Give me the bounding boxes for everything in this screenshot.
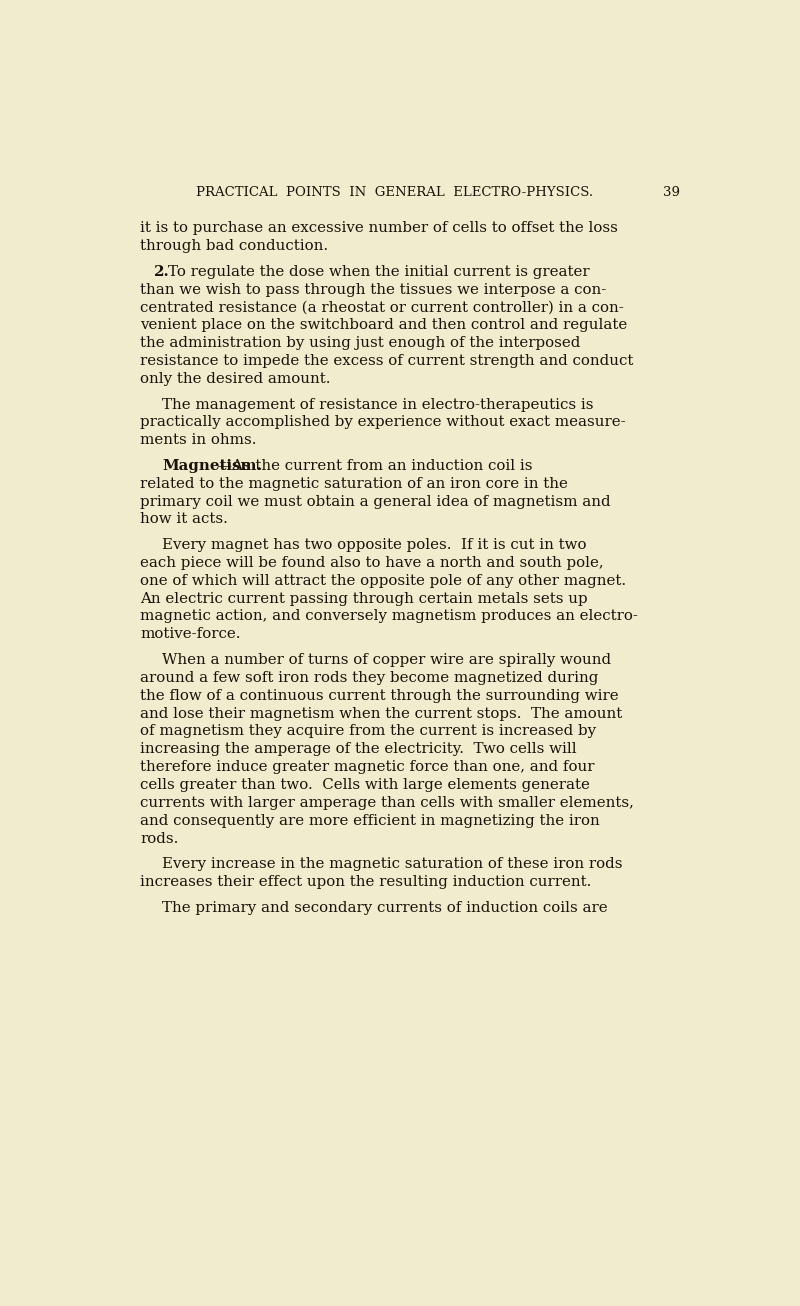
Text: increasing the amperage of the electricity.  Two cells will: increasing the amperage of the electrici… xyxy=(140,742,577,756)
Text: around a few soft iron rods they become magnetized during: around a few soft iron rods they become … xyxy=(140,671,598,684)
Text: each piece will be found also to have a north and south pole,: each piece will be found also to have a … xyxy=(140,556,604,569)
Text: centrated resistance (a rheostat or current controller) in a con-: centrated resistance (a rheostat or curr… xyxy=(140,300,624,315)
Text: —As the current from an induction coil is: —As the current from an induction coil i… xyxy=(217,458,532,473)
Text: motive-force.: motive-force. xyxy=(140,627,241,641)
Text: Magnetism.: Magnetism. xyxy=(162,458,262,473)
Text: the administration by using just enough of the interposed: the administration by using just enough … xyxy=(140,336,581,350)
Text: and lose their magnetism when the current stops.  The amount: and lose their magnetism when the curren… xyxy=(140,707,622,721)
Text: primary coil we must obtain a general idea of magnetism and: primary coil we must obtain a general id… xyxy=(140,495,611,508)
Text: practically accomplished by experience without exact measure-: practically accomplished by experience w… xyxy=(140,415,626,430)
Text: only the desired amount.: only the desired amount. xyxy=(140,372,331,387)
Text: through bad conduction.: through bad conduction. xyxy=(140,239,329,253)
Text: how it acts.: how it acts. xyxy=(140,512,228,526)
Text: Every increase in the magnetic saturation of these iron rods: Every increase in the magnetic saturatio… xyxy=(162,857,622,871)
Text: and consequently are more efficient in magnetizing the iron: and consequently are more efficient in m… xyxy=(140,814,600,828)
Text: cells greater than two.  Cells with large elements generate: cells greater than two. Cells with large… xyxy=(140,778,590,791)
Text: magnetic action, and conversely magnetism produces an electro-: magnetic action, and conversely magnetis… xyxy=(140,610,638,623)
Text: 2.: 2. xyxy=(154,265,170,278)
Text: one of which will attract the opposite pole of any other magnet.: one of which will attract the opposite p… xyxy=(140,573,626,588)
Text: currents with larger amperage than cells with smaller elements,: currents with larger amperage than cells… xyxy=(140,795,634,810)
Text: ments in ohms.: ments in ohms. xyxy=(140,434,257,447)
Text: rods.: rods. xyxy=(140,832,178,845)
Text: than we wish to pass through the tissues we interpose a con-: than we wish to pass through the tissues… xyxy=(140,282,606,296)
Text: The management of resistance in electro-therapeutics is: The management of resistance in electro-… xyxy=(162,397,594,411)
Text: it is to purchase an excessive number of cells to offset the loss: it is to purchase an excessive number of… xyxy=(140,222,618,235)
Text: PRACTICAL  POINTS  IN  GENERAL  ELECTRO-PHYSICS.: PRACTICAL POINTS IN GENERAL ELECTRO-PHYS… xyxy=(196,185,593,199)
Text: increases their effect upon the resulting induction current.: increases their effect upon the resultin… xyxy=(140,875,592,889)
Text: venient place on the switchboard and then control and regulate: venient place on the switchboard and the… xyxy=(140,319,627,333)
Text: When a number of turns of copper wire are spirally wound: When a number of turns of copper wire ar… xyxy=(162,653,611,667)
Text: related to the magnetic saturation of an iron core in the: related to the magnetic saturation of an… xyxy=(140,477,568,491)
Text: An electric current passing through certain metals sets up: An electric current passing through cert… xyxy=(140,592,588,606)
Text: resistance to impede the excess of current strength and conduct: resistance to impede the excess of curre… xyxy=(140,354,634,368)
Text: of magnetism they acquire from the current is increased by: of magnetism they acquire from the curre… xyxy=(140,725,597,738)
Text: Every magnet has two opposite poles.  If it is cut in two: Every magnet has two opposite poles. If … xyxy=(162,538,586,552)
Text: The primary and secondary currents of induction coils are: The primary and secondary currents of in… xyxy=(162,901,608,914)
Text: therefore induce greater magnetic force than one, and four: therefore induce greater magnetic force … xyxy=(140,760,594,774)
Text: 39: 39 xyxy=(662,185,680,199)
Text: To regulate the dose when the initial current is greater: To regulate the dose when the initial cu… xyxy=(168,265,590,278)
Text: the flow of a continuous current through the surrounding wire: the flow of a continuous current through… xyxy=(140,688,619,703)
